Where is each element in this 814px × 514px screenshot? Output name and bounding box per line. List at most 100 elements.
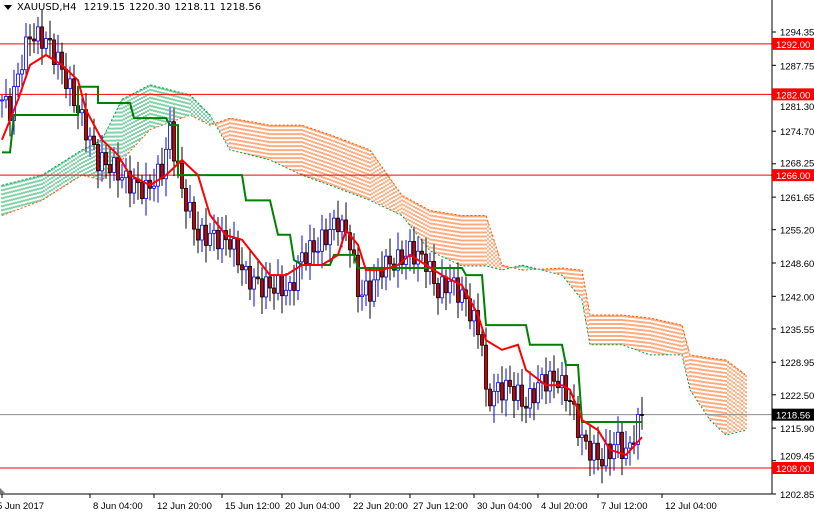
level-label-bg: [772, 461, 814, 474]
candle-body: [272, 287, 276, 294]
candle-body: [240, 264, 244, 271]
candle-body: [348, 232, 352, 251]
candle-body: [524, 405, 528, 409]
candle-body: [72, 78, 76, 107]
candle-body: [268, 276, 272, 289]
price-tick-label: 1215.90: [780, 424, 814, 435]
candle-body: [460, 289, 464, 303]
candle-body: [172, 121, 176, 162]
candle-body: [504, 379, 508, 401]
candle-body: [544, 374, 548, 392]
candle-body: [416, 250, 420, 265]
candle-body: [600, 459, 604, 467]
level-label-bg: [772, 37, 814, 50]
candle-body: [388, 255, 392, 265]
candle-body: [312, 240, 316, 253]
kijun-sen-line: [2, 85, 642, 424]
price-axis[interactable]: 1294.35 1287.75 1281.30 1274.70 1268.25 1261.…: [772, 27, 814, 501]
price-tick-label: 1268.25: [780, 159, 814, 170]
candle-body: [208, 232, 212, 246]
time-tick-label: 22 Jun 20:00: [353, 501, 408, 512]
candle-body: [472, 309, 476, 322]
candle-body: [364, 280, 368, 296]
senkou-span-a-line: [1, 84, 747, 436]
candle-body: [520, 384, 524, 407]
candle-body: [56, 51, 60, 65]
candle-body: [116, 157, 120, 181]
candle-body: [188, 201, 192, 212]
candle-body: [36, 26, 40, 42]
candle-body: [32, 38, 36, 42]
candle-body: [284, 289, 288, 297]
candle-body: [456, 277, 460, 303]
price-tick-label: 1294.35: [780, 27, 814, 38]
candle-body: [200, 224, 204, 241]
candle-body: [184, 187, 188, 212]
candle-body: [24, 36, 28, 71]
candle-body: [196, 228, 200, 241]
time-tick-label: 15 Jun 12:00: [225, 501, 280, 512]
price-tick-label: 1242.00: [780, 292, 814, 303]
current-price-label-bg: [772, 408, 814, 421]
candle-body: [500, 382, 504, 401]
candle-body: [448, 280, 452, 294]
candle-body: [332, 217, 336, 230]
candle-body: [60, 51, 64, 70]
candle-body: [292, 282, 296, 291]
time-tick-label: 30 Jun 04:00: [477, 501, 532, 512]
candle-body: [596, 442, 600, 460]
ohlc-open: 1219.15: [83, 2, 125, 13]
candle-body: [236, 238, 240, 266]
candle-body: [212, 229, 216, 234]
candle-body: [484, 344, 488, 390]
candle-body: [44, 38, 48, 49]
candle-body: [440, 276, 444, 299]
candle-body: [4, 96, 8, 101]
time-tick-label: 20 Jun 04:00: [285, 501, 340, 512]
candle-body: [444, 276, 448, 294]
price-tick-label: 1287.75: [780, 61, 814, 72]
candle-body: [248, 265, 252, 290]
candle-body: [48, 38, 52, 41]
candle-body: [580, 434, 584, 438]
price-tick-label: 1281.30: [780, 102, 814, 113]
candle-body: [396, 249, 400, 271]
dropdown-triangle-icon[interactable]: [4, 4, 12, 10]
candle-body: [280, 274, 284, 297]
candle-body: [84, 109, 88, 141]
candle-body: [340, 219, 344, 233]
candle-body: [548, 370, 552, 392]
candle-body: [436, 283, 440, 299]
candle-body: [88, 135, 92, 141]
candle-body: [80, 109, 84, 114]
candle-body: [204, 224, 208, 246]
level-labels: 1292.00 1282.00 1266.00 1208.00 1218.56: [772, 37, 814, 475]
candle-body: [216, 229, 220, 250]
candle-body: [356, 254, 360, 297]
candles: [0, 9, 644, 484]
candle-body: [168, 121, 172, 150]
candle-body: [128, 170, 132, 194]
level-label: 1282.00: [776, 90, 810, 101]
candle-body: [640, 414, 644, 416]
candle-body: [92, 135, 96, 145]
price-tick-label: 1248.60: [780, 259, 814, 270]
price-tick-label: 1228.95: [780, 358, 814, 369]
candle-body: [424, 253, 428, 272]
candle-body: [372, 279, 376, 302]
time-tick-label: 5 Jun 2017: [0, 501, 44, 512]
price-tick-label: 1202.85: [780, 490, 814, 501]
candle-body: [512, 386, 516, 401]
time-axis[interactable]: 5 Jun 2017 8 Jun 04:00 12 Jun 20:00 15 Jun …: [0, 494, 717, 512]
candle-body: [228, 239, 232, 250]
candle-body: [320, 229, 324, 252]
candle-body: [0, 99, 4, 102]
candle-body: [144, 179, 148, 199]
candle-body: [308, 240, 312, 264]
scroll-marker-icon[interactable]: [0, 488, 6, 494]
candle-body: [108, 164, 112, 173]
candle-body: [552, 370, 556, 382]
candle-body: [276, 274, 280, 294]
level-label: 1266.00: [776, 171, 810, 182]
